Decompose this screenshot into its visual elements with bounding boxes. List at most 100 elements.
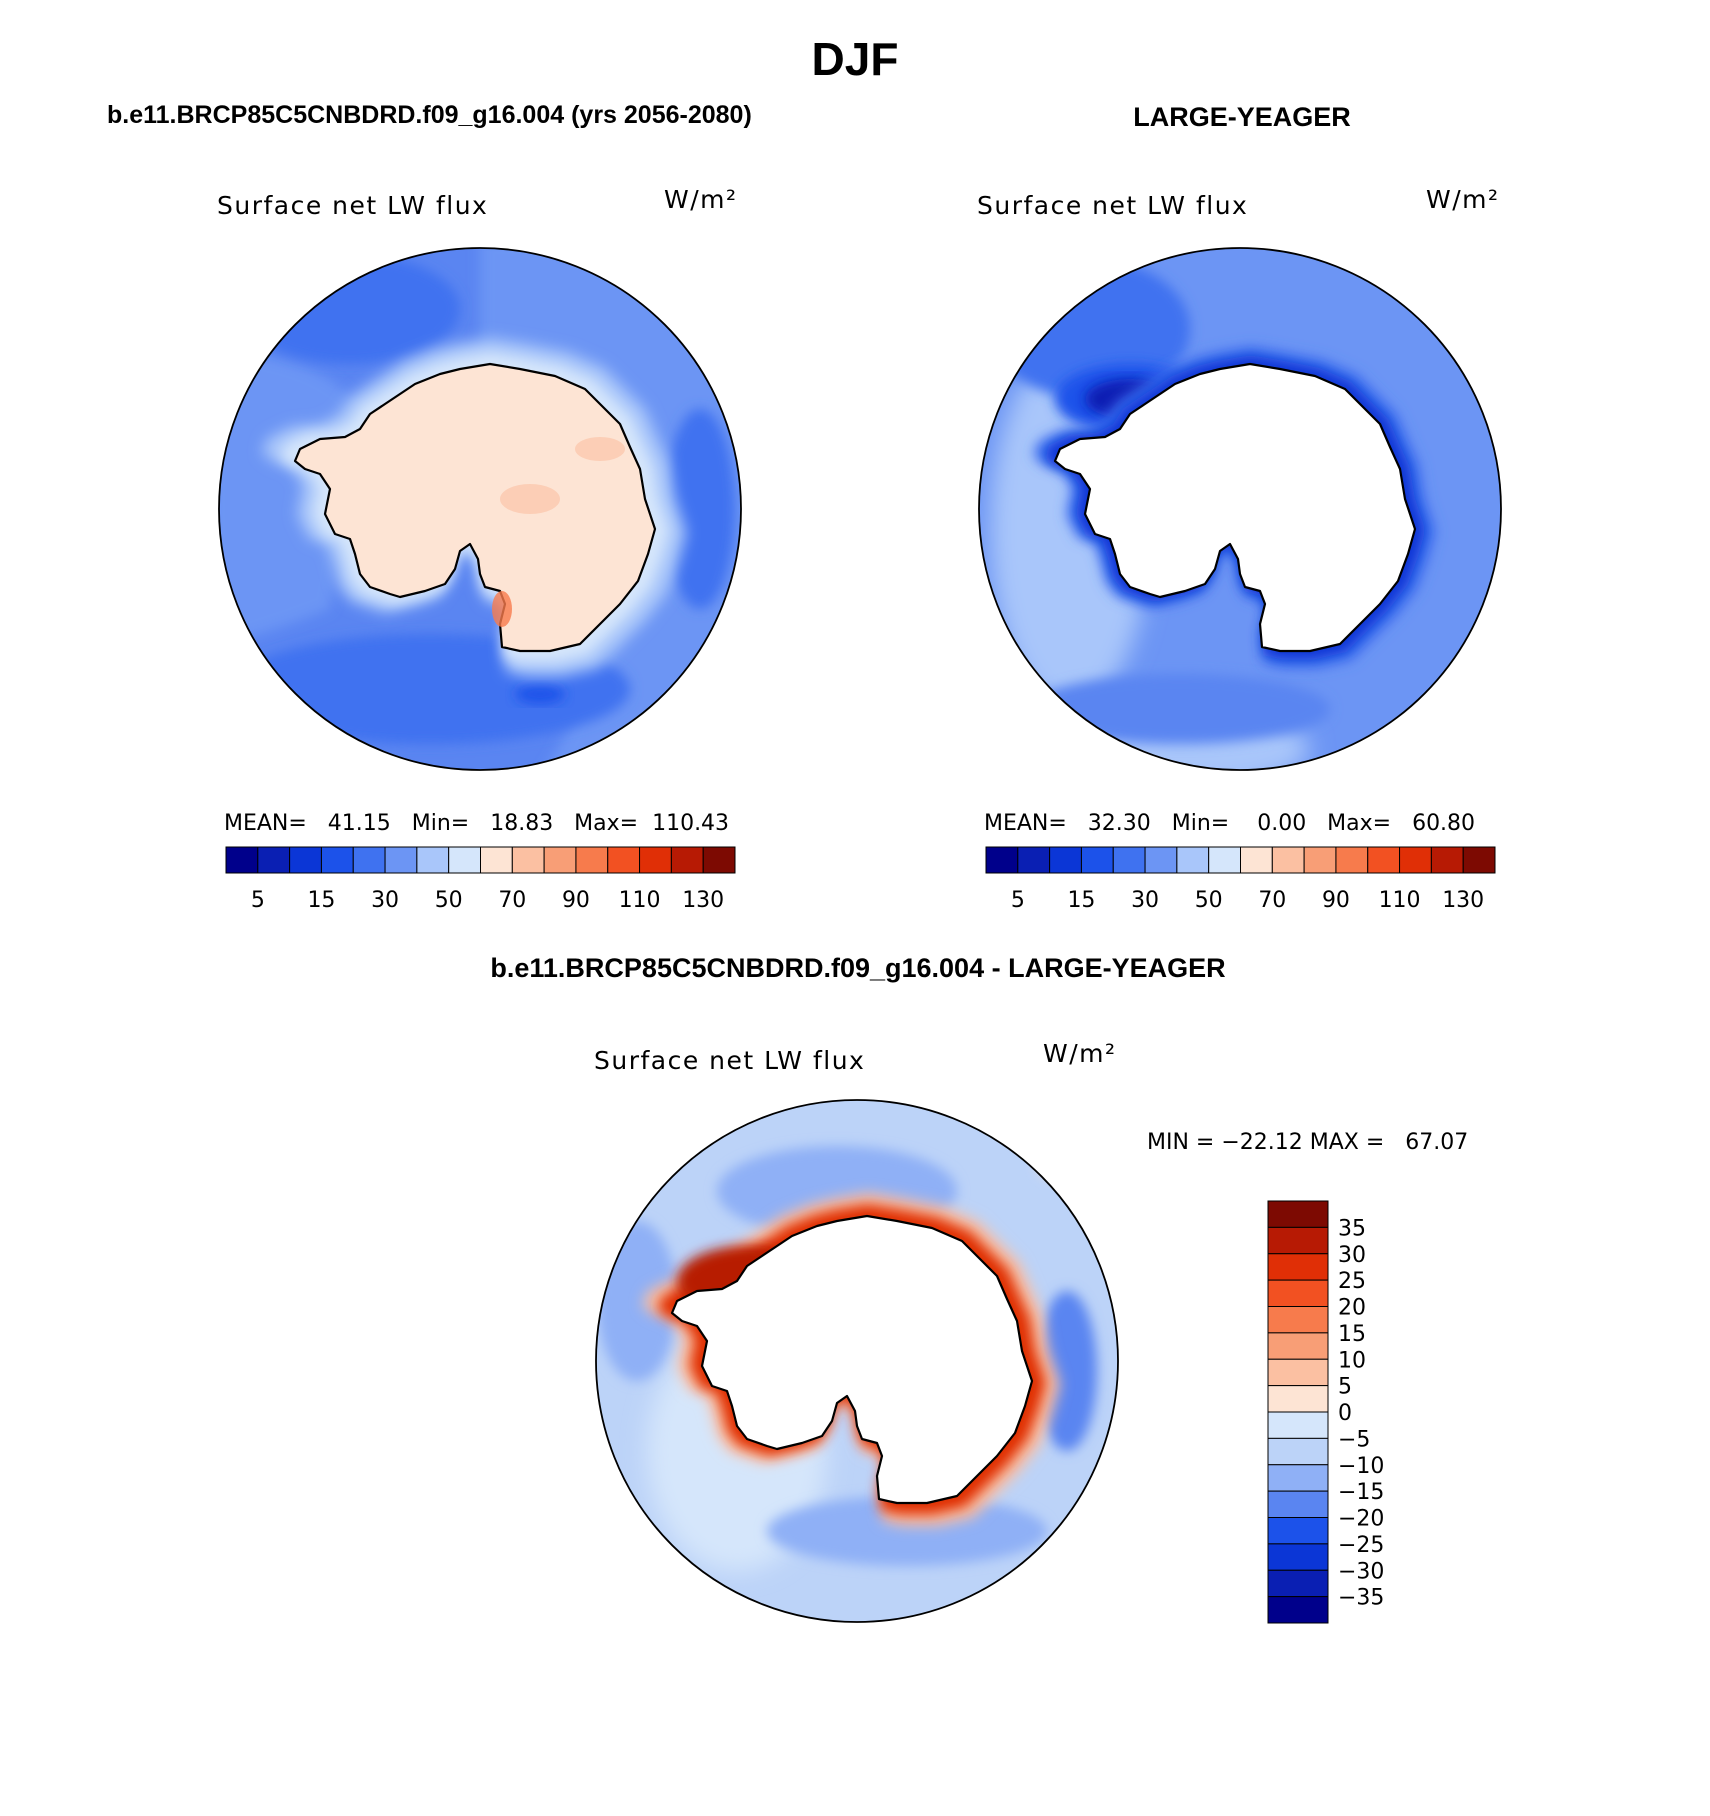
colorbar-box <box>1267 1253 1329 1281</box>
colorbar-tick-label: 25 <box>1338 1269 1366 1294</box>
panel-obs-colorbar: 5 15 30 50 70 90 110 130 <box>985 846 1496 913</box>
colorbar-tick-label: 50 <box>435 888 463 913</box>
colorbar-tick-label: 15 <box>307 888 335 913</box>
panel-model-units: W/m² <box>664 185 738 214</box>
colorbar-box <box>1267 1358 1329 1387</box>
panel-model-stats: MEAN= 41.15 Min= 18.83 Max= 110.43 <box>224 811 729 836</box>
colorbar-box <box>511 846 545 874</box>
colorbar-tick-label: 110 <box>619 888 661 913</box>
colorbar-tick-label: 5 <box>251 888 265 913</box>
colorbar-tick-label: 20 <box>1338 1296 1366 1321</box>
colorbar-box <box>702 846 736 874</box>
colorbar-tick-label: −25 <box>1338 1533 1384 1558</box>
colorbar-tick-label: 0 <box>1338 1401 1352 1426</box>
colorbar-tick-label: 35 <box>1338 1216 1366 1241</box>
colorbar-box <box>1303 846 1337 874</box>
colorbar-box <box>1240 846 1273 874</box>
panel-diff-units: W/m² <box>1043 1039 1117 1068</box>
colorbar-box <box>289 846 322 874</box>
panel-obs-map <box>978 247 1502 771</box>
colorbar-box <box>1144 846 1178 874</box>
panel-obs-header: LARGE-YEAGER <box>1133 102 1351 132</box>
panel-obs: LARGE-YEAGER Surface net LW flux W/m² ME… <box>977 102 1502 913</box>
colorbar-box <box>480 846 513 874</box>
colorbar-tick-label: 130 <box>682 888 724 913</box>
panel-obs-stats: MEAN= 32.30 Min= 0.00 Max= 60.80 <box>984 811 1475 836</box>
colorbar-tick-label: 70 <box>498 888 526 913</box>
colorbar-box <box>1430 846 1464 874</box>
panel-model: b.e11.BRCP85C5CNBDRD.f09_g16.004 (yrs 20… <box>107 101 752 913</box>
colorbar-box <box>1399 846 1432 874</box>
colorbar-tick-label: −15 <box>1338 1480 1384 1505</box>
colorbar-box <box>1267 1490 1329 1518</box>
colorbar-box <box>1267 1279 1329 1307</box>
colorbar-box <box>1080 846 1114 874</box>
panel-model-map <box>218 247 742 771</box>
colorbar-box <box>1462 846 1496 874</box>
colorbar-box <box>670 846 704 874</box>
colorbar-box <box>352 846 386 874</box>
colorbar-box <box>1335 846 1369 874</box>
colorbar-box <box>1017 846 1051 874</box>
colorbar-box <box>1267 1543 1329 1571</box>
colorbar-box <box>257 846 291 874</box>
colorbar-box <box>320 846 354 874</box>
colorbar-tick-label: −10 <box>1338 1454 1384 1479</box>
panel-diff-header: b.e11.BRCP85C5CNBDRD.f09_g16.004 - LARGE… <box>490 953 1225 983</box>
colorbar-tick-label: 130 <box>1442 888 1484 913</box>
colorbar-tick-label: 15 <box>1338 1322 1366 1347</box>
colorbar-box <box>1267 1385 1329 1413</box>
colorbar-box <box>1267 1517 1329 1545</box>
panel-obs-variable: Surface net LW flux <box>977 191 1248 220</box>
colorbar-box <box>1271 846 1305 874</box>
colorbar-tick-label: 50 <box>1195 888 1223 913</box>
colorbar-box <box>575 846 609 874</box>
colorbar-tick-label: 5 <box>1011 888 1025 913</box>
colorbar-box <box>1049 846 1082 874</box>
colorbar-box <box>1267 1332 1329 1360</box>
colorbar-box <box>1267 1200 1329 1228</box>
colorbar-box <box>1267 1306 1329 1334</box>
colorbar-box <box>1267 1437 1329 1466</box>
colorbar-tick-label: 30 <box>1338 1243 1366 1268</box>
colorbar-tick-label: −30 <box>1338 1559 1384 1584</box>
colorbar-box <box>225 846 259 874</box>
colorbar-tick-label: 30 <box>1131 888 1159 913</box>
colorbar-box <box>1367 846 1401 874</box>
colorbar-tick-label: −5 <box>1338 1427 1370 1452</box>
colorbar-box <box>1208 846 1241 874</box>
colorbar-box <box>639 846 672 874</box>
panel-model-colorbar: 5 15 30 50 70 90 110 130 <box>225 846 736 913</box>
colorbar-box <box>985 846 1019 874</box>
figure-title: DJF <box>812 33 899 85</box>
panel-obs-units: W/m² <box>1426 185 1500 214</box>
panel-model-variable: Surface net LW flux <box>217 191 488 220</box>
colorbar-box <box>607 846 641 874</box>
colorbar-tick-label: 90 <box>1322 888 1350 913</box>
panel-diff-map <box>595 1099 1119 1623</box>
colorbar-box <box>1112 846 1146 874</box>
colorbar-tick-label: 90 <box>562 888 590 913</box>
panel-diff: b.e11.BRCP85C5CNBDRD.f09_g16.004 - LARGE… <box>490 953 1468 1624</box>
colorbar-box <box>1267 1226 1329 1255</box>
colorbar-box <box>1176 846 1210 874</box>
panel-model-header: b.e11.BRCP85C5CNBDRD.f09_g16.004 (yrs 20… <box>107 101 752 129</box>
colorbar-tick-label: 70 <box>1258 888 1286 913</box>
colorbar-tick-label: 10 <box>1338 1348 1366 1373</box>
colorbar-box <box>1267 1596 1329 1624</box>
colorbar-tick-label: 5 <box>1338 1375 1352 1400</box>
colorbar-box <box>448 846 481 874</box>
colorbar-tick-label: 30 <box>371 888 399 913</box>
colorbar-box <box>1267 1464 1329 1492</box>
colorbar-box <box>416 846 450 874</box>
colorbar-box <box>1267 1411 1329 1439</box>
panel-diff-stats: MIN = −22.12 MAX = 67.07 <box>1147 1130 1468 1155</box>
colorbar-tick-label: 110 <box>1379 888 1421 913</box>
colorbar-tick-label: 15 <box>1067 888 1095 913</box>
colorbar-box <box>384 846 418 874</box>
colorbar-box <box>543 846 577 874</box>
colorbar-box <box>1267 1569 1329 1598</box>
colorbar-tick-label: −20 <box>1338 1507 1384 1532</box>
